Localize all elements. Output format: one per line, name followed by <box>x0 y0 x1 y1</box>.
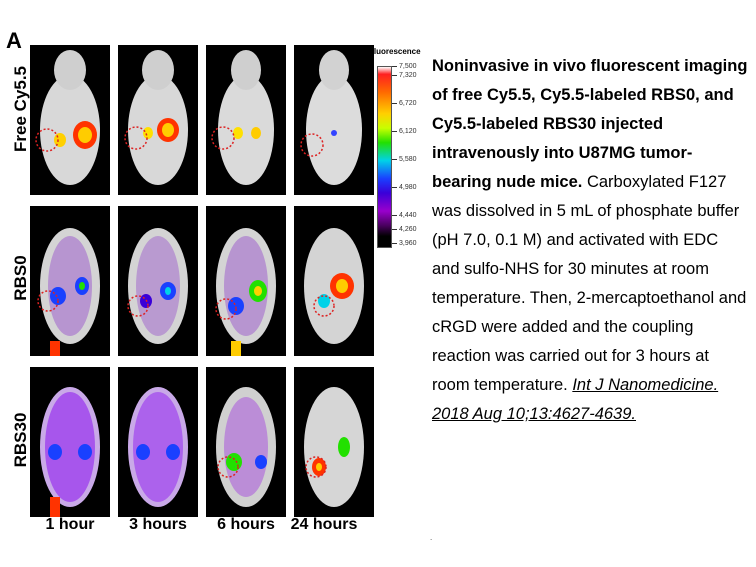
colorbar-tick: 4,260 <box>392 226 417 233</box>
mouse-image-rbs0-3h <box>118 206 198 356</box>
colorbar-tick: 4,980 <box>392 184 417 191</box>
mouse-image-free-3h <box>118 45 198 195</box>
mouse-image-rbs30-1h <box>30 367 110 517</box>
colorbar-tick: 6,120 <box>392 128 417 135</box>
mouse-image-rbs0-6h <box>206 206 286 356</box>
colorbar <box>377 66 392 248</box>
caption-body: Carboxylated F127 was dissolved in 5 mL … <box>432 173 747 394</box>
time-label-24h: 24 hours <box>290 516 358 533</box>
colorbar-title: Fluorescence <box>369 47 421 56</box>
figure-caption: Noninvasive in vivo fluorescent imaging … <box>432 52 750 429</box>
row-label-rbs0: RBS0 <box>11 255 30 301</box>
colorbar-tick: 7,320 <box>392 72 417 79</box>
colorbar-tick: 5,580 <box>392 156 417 163</box>
colorbar-tick: 7,500 <box>392 63 417 70</box>
time-label-3h: 3 hours <box>129 516 187 533</box>
time-label-6h: 6 hours <box>217 516 275 533</box>
mouse-image-rbs0-1h <box>30 206 110 356</box>
colorbar-tick: 6,720 <box>392 100 417 107</box>
colorbar-tick: 4,440 <box>392 212 417 219</box>
colorbar-tick: 3,960 <box>392 240 417 247</box>
mouse-image-free-1h <box>30 45 110 195</box>
mouse-image-rbs30-3h <box>118 367 198 517</box>
mouse-image-free-24h <box>294 45 374 195</box>
panel-letter: A <box>6 28 22 53</box>
mouse-image-free-6h <box>206 45 286 195</box>
mouse-image-rbs30-24h <box>294 367 374 517</box>
citation-link[interactable]: Int J Nanomedicine. 2018 Aug 10;13:4627-… <box>432 376 719 423</box>
mouse-image-rbs30-6h <box>206 367 286 517</box>
mouse-image-rbs0-24h <box>294 206 374 356</box>
stray-mark: . <box>430 533 433 542</box>
row-label-free-cy55: Free Cy5.5 <box>11 66 30 152</box>
caption-title: Noninvasive in vivo fluorescent imaging … <box>432 57 748 191</box>
time-label-1h: 1 hour <box>45 516 95 533</box>
row-label-rbs30: RBS30 <box>11 412 30 468</box>
